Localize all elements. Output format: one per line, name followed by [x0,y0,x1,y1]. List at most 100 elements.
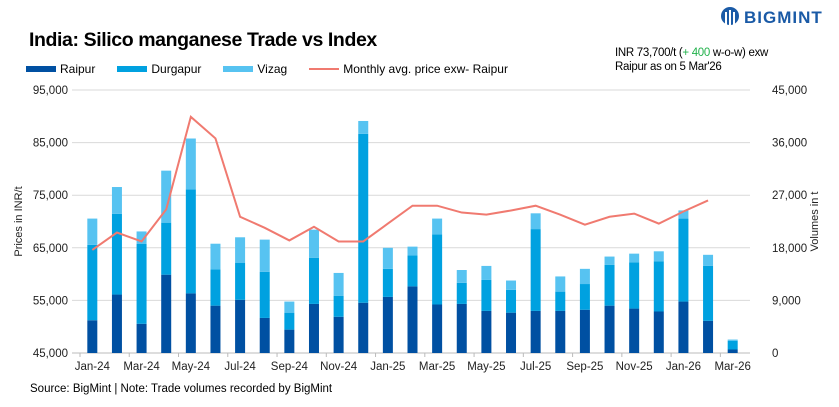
legend: Raipur Durgapur Vizag Monthly avg. price… [26,62,508,76]
bar-raipur [284,329,295,353]
bar-raipur [727,349,738,353]
bar-vizag [407,246,418,256]
y2-tick-label: 36,000 [772,138,807,150]
legend-vizag: Vizag [223,62,287,76]
bar-durgapur [308,257,319,304]
bar-raipur [308,303,319,353]
bar-durgapur [481,279,492,311]
y-axis-label: Prices in INR/t [13,186,25,256]
x-tick-label: Nov-25 [616,361,653,373]
bar-vizag [333,272,344,296]
bar-raipur [111,294,122,353]
logo-text: BIGMINT [744,8,823,27]
bar-raipur [530,310,541,353]
legend-label: Vizag [257,62,288,76]
price-line [91,115,709,251]
bar-vizag [185,138,196,190]
bar-vizag [432,218,443,235]
bar-vizag [604,256,615,265]
y-tick-label: 75,000 [33,190,68,202]
bar-durgapur [382,268,393,297]
bar-durgapur [678,218,689,302]
bar-vizag [456,270,467,283]
bar-raipur [604,305,615,353]
x-tick-label: Jan-25 [370,361,405,373]
price-note: INR 73,700/t (+ 400 w-o-w) exw Raipur as… [615,46,768,74]
bar-raipur [333,316,344,353]
bar-durgapur [111,213,122,295]
bar-durgapur [407,255,418,287]
bar-raipur [382,296,393,353]
bar-durgapur [358,133,369,303]
bar-vizag [703,254,714,266]
bar-raipur [629,308,640,353]
bar-vizag [136,231,147,244]
bar-vizag [579,268,590,285]
legend-swatch [26,66,56,72]
y-tick-label: 65,000 [33,243,68,255]
bar-durgapur [185,189,196,294]
bar-vizag [210,243,221,270]
bar-vizag [87,218,98,245]
bar-durgapur [432,234,443,305]
x-tick-label: Jan-26 [666,361,701,373]
bar-raipur [407,286,418,353]
y-tick-label: 45,000 [33,348,68,360]
y2-tick-label: 0 [772,348,778,360]
bar-durgapur [506,289,517,313]
bar-raipur [259,317,270,353]
x-tick-label: Mar-26 [714,361,750,373]
legend-label: Raipur [60,62,96,76]
bar-durgapur [604,264,615,306]
chart-title: India: Silico manganese Trade vs Index [29,29,377,51]
bar-vizag [481,265,492,280]
bar-durgapur [456,282,467,304]
y-tick-label: 85,000 [33,138,68,150]
bar-durgapur [136,243,147,324]
bar-vizag [506,280,517,290]
bar-raipur [87,320,98,353]
bar-vizag [284,301,295,313]
y2-tick-label: 45,000 [772,85,807,97]
note-suffix: w-o-w) exw [710,47,769,59]
bar-raipur [456,303,467,353]
y2-tick-label: 18,000 [772,243,807,255]
bar-durgapur [333,295,344,317]
bar-durgapur [703,265,714,321]
bar-vizag [358,120,369,134]
x-tick-label: Jan-24 [75,361,111,373]
bar-raipur [579,309,590,353]
x-tick-label: May-24 [172,361,211,373]
note-prefix: INR 73,700/t ( [615,47,683,59]
bar-durgapur [235,262,246,300]
bar-durgapur [555,291,566,311]
legend-label: Durgapur [151,62,202,76]
y2-axis-label: Volumes in t [809,192,821,252]
bar-vizag [629,253,640,263]
bar-raipur [555,310,566,353]
bar-raipur [161,274,172,353]
bar-durgapur [284,312,295,330]
bar-durgapur [579,284,590,310]
legend-price: Monthly avg. price exw- Raipur [309,62,508,76]
note-line2: Raipur as on 5 Mar'26 [615,61,722,73]
legend-swatch [117,66,148,72]
x-tick-label: Sep-24 [271,361,309,373]
bar-raipur [185,293,196,353]
bar-durgapur [530,229,541,311]
source-note: Source: BigMint | Note: Trade volumes re… [30,383,333,395]
bar-raipur [653,311,664,353]
bar-raipur [506,312,517,353]
y2-tick-label: 27,000 [772,190,807,202]
legend-swatch [309,68,340,70]
bar-durgapur [727,340,738,350]
logo-icon [721,7,739,28]
bar-vizag [555,276,566,292]
bar-raipur [432,304,443,353]
bar-durgapur [653,261,664,312]
bar-vizag [678,210,689,219]
bar-durgapur [210,269,221,306]
bar-raipur [678,301,689,353]
bar-vizag [530,213,541,230]
